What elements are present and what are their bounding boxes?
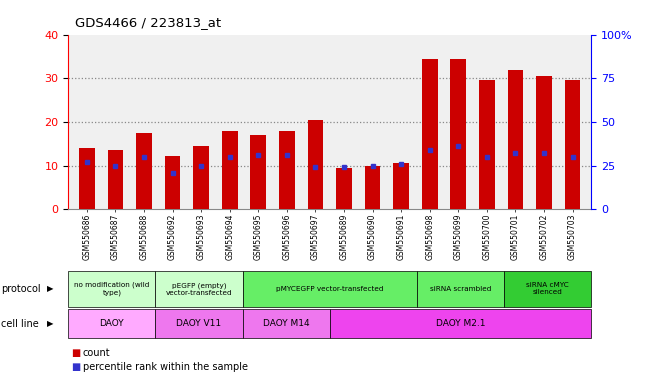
Bar: [251, 135, 266, 209]
Bar: [422, 59, 437, 209]
Bar: [536, 76, 552, 209]
Text: cell line: cell line: [1, 318, 38, 329]
Text: siRNA cMYC
silenced: siRNA cMYC silenced: [526, 283, 569, 295]
Bar: [193, 146, 209, 209]
Bar: [243, 309, 329, 338]
Bar: [156, 309, 243, 338]
Bar: [504, 271, 591, 307]
Bar: [136, 133, 152, 209]
Text: ■: ■: [72, 362, 81, 372]
Bar: [156, 271, 243, 307]
Text: pEGFP (empty)
vector-transfected: pEGFP (empty) vector-transfected: [166, 282, 232, 296]
Bar: [165, 156, 180, 209]
Text: DAOY V11: DAOY V11: [176, 319, 221, 328]
Bar: [450, 59, 466, 209]
Bar: [393, 164, 409, 209]
Text: GDS4466 / 223813_at: GDS4466 / 223813_at: [75, 16, 221, 29]
Bar: [417, 271, 504, 307]
Bar: [479, 80, 495, 209]
Bar: [107, 150, 123, 209]
Text: count: count: [83, 348, 110, 358]
Bar: [336, 168, 352, 209]
Bar: [79, 148, 95, 209]
Text: siRNA scrambled: siRNA scrambled: [430, 286, 491, 292]
Bar: [279, 131, 295, 209]
Text: DAOY M2.1: DAOY M2.1: [436, 319, 485, 328]
Bar: [307, 120, 324, 209]
Text: ■: ■: [72, 348, 81, 358]
Bar: [68, 309, 156, 338]
Bar: [564, 80, 581, 209]
Text: DAOY: DAOY: [100, 319, 124, 328]
Text: percentile rank within the sample: percentile rank within the sample: [83, 362, 247, 372]
Bar: [68, 271, 156, 307]
Text: ▶: ▶: [47, 319, 53, 328]
Bar: [365, 166, 380, 209]
Text: ▶: ▶: [47, 285, 53, 293]
Text: no modification (wild
type): no modification (wild type): [74, 282, 150, 296]
Bar: [243, 271, 417, 307]
Text: pMYCEGFP vector-transfected: pMYCEGFP vector-transfected: [276, 286, 383, 292]
Bar: [222, 131, 238, 209]
Bar: [330, 309, 591, 338]
Text: DAOY M14: DAOY M14: [263, 319, 309, 328]
Bar: [508, 70, 523, 209]
Text: protocol: protocol: [1, 284, 40, 294]
